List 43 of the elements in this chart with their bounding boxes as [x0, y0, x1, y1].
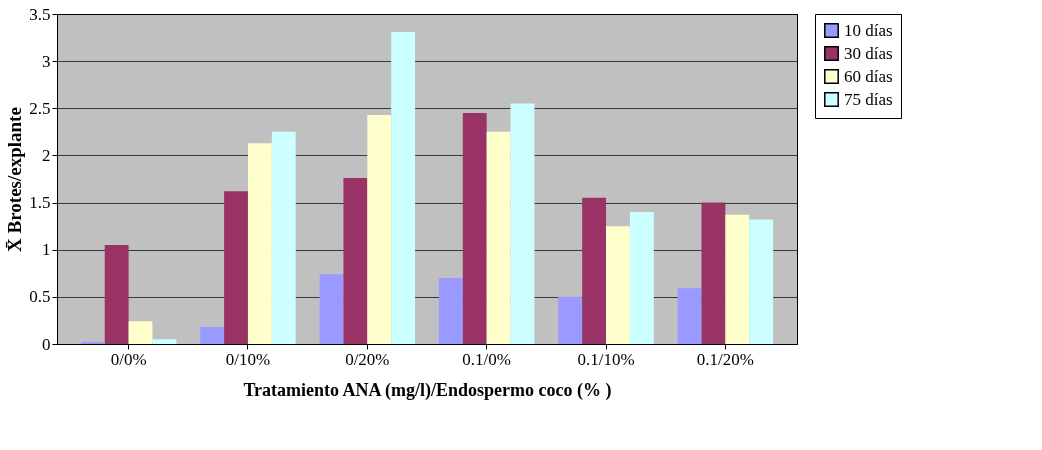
bar	[391, 31, 416, 344]
y-tick-label: 3.5	[29, 4, 51, 24]
y-axis-title: X̄ Brotes/explante	[4, 107, 26, 252]
bar	[582, 197, 607, 344]
bar	[224, 191, 248, 344]
y-tick-label: 2.5	[29, 98, 51, 118]
bar	[367, 114, 392, 344]
x-tick-label: 0/0%	[110, 349, 147, 369]
legend-label: 60 días	[844, 66, 893, 86]
y-tick-label: 1.5	[29, 193, 51, 213]
y-tick-label: 0	[42, 334, 51, 354]
x-tick-label: 0.1/0%	[462, 349, 511, 369]
bar	[104, 245, 129, 344]
bar	[486, 131, 511, 344]
x-tick-label: 0.1/20%	[696, 349, 754, 369]
x-axis-title: Tratamiento ANA (mg/l)/Endospermo coco (% )	[243, 379, 612, 401]
bar	[128, 321, 153, 344]
bar	[629, 212, 654, 344]
bar	[200, 327, 225, 344]
y-tick-label: 2	[42, 145, 51, 165]
legend-label: 30 días	[844, 43, 893, 63]
bar	[438, 278, 463, 344]
x-tick-label: 0/10%	[225, 349, 271, 369]
bar	[677, 288, 702, 344]
y-tick-label: 3	[42, 51, 51, 71]
bar	[247, 143, 272, 344]
bar	[701, 202, 726, 344]
bar	[725, 214, 750, 344]
y-tick-label: 0.5	[29, 287, 51, 307]
bar	[510, 103, 535, 344]
bar	[558, 296, 583, 344]
bar	[462, 113, 487, 344]
bar	[152, 339, 177, 344]
bar	[749, 219, 774, 344]
bar	[343, 178, 368, 344]
bar	[271, 131, 296, 344]
legend-label: 10 días	[844, 20, 893, 40]
bar	[319, 274, 344, 344]
legend-label: 75 días	[844, 89, 893, 109]
x-tick-label: 0.1/10%	[577, 349, 635, 369]
x-tick-label: 0/20%	[345, 349, 390, 369]
y-tick-label: 1	[42, 240, 51, 260]
bar	[606, 226, 630, 344]
